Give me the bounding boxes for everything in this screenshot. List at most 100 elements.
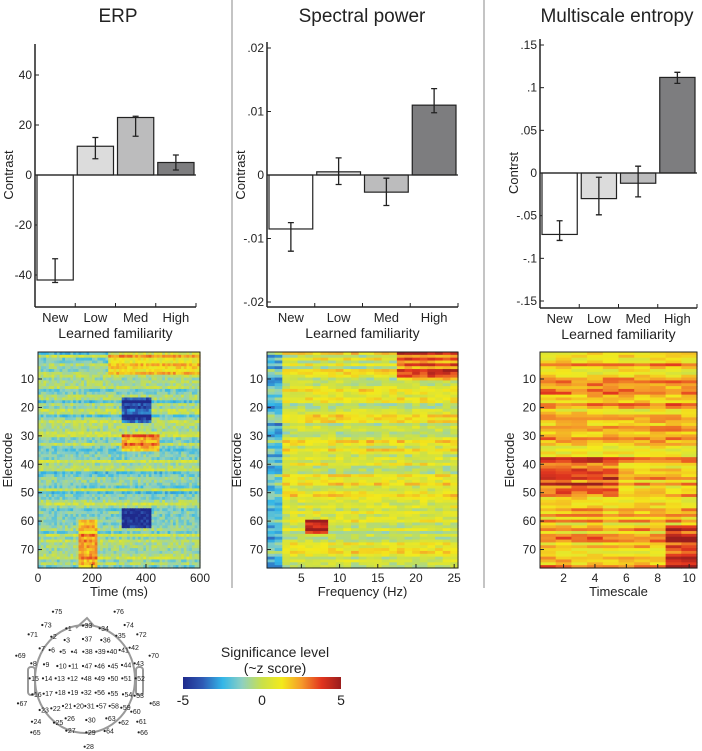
heatmap-cell (135, 542, 139, 546)
heatmap-cell (132, 531, 136, 535)
heatmap-cell (73, 417, 77, 421)
heatmap-cell (38, 354, 42, 359)
heatmap-cell (197, 448, 201, 453)
heatmap-cell (175, 420, 179, 424)
heatmap-cell (81, 408, 85, 413)
heatmap-cell (129, 371, 134, 376)
heatmap-cell (164, 482, 169, 487)
heatmap-cell (159, 531, 163, 535)
heatmap-cell (108, 525, 112, 529)
heatmap-cell (148, 491, 152, 495)
heatmap-cell (183, 360, 188, 364)
heatmap-cell (86, 460, 90, 464)
heatmap-cell (189, 542, 193, 546)
heatmap-cell (178, 431, 182, 436)
heatmap-cell (121, 528, 125, 532)
heatmap-cell (56, 451, 61, 455)
heatmap-cell (116, 539, 120, 544)
heatmap-cell (167, 403, 171, 407)
heatmap-cell (159, 425, 163, 430)
heatmap-cell (140, 431, 144, 436)
heatmap-cell (191, 400, 196, 404)
heatmap-cell (170, 448, 174, 453)
heatmap-cell (46, 454, 50, 458)
heatmap-cell (135, 400, 139, 404)
heatmap-cell (148, 479, 152, 484)
heatmap-cell (146, 542, 150, 546)
heatmap-cell (143, 374, 147, 379)
heatmap-cell (197, 371, 201, 376)
heatmap-cell (178, 414, 182, 418)
heatmap-cell (412, 383, 421, 387)
heatmap-cell (59, 485, 63, 490)
heatmap-cell (148, 431, 152, 436)
heatmap-cell (135, 474, 139, 478)
heatmap-cell (83, 420, 88, 424)
heatmap-cell (54, 448, 58, 453)
heatmap-cell (167, 468, 171, 472)
heatmap-cell (189, 525, 193, 529)
heatmap-cell (46, 494, 50, 498)
heatmap-cell (170, 519, 174, 524)
heatmap-cell (358, 383, 367, 387)
heatmap-cell (67, 428, 71, 433)
heatmap-cell (56, 377, 61, 382)
heatmap-cell (181, 556, 185, 561)
heatmap-cell (170, 562, 174, 566)
heatmap-cell (51, 511, 55, 515)
heatmap-cell (73, 377, 77, 382)
heatmap-cell (175, 488, 179, 492)
heatmap-cell (70, 374, 74, 379)
heatmap-cell (121, 491, 125, 495)
heatmap-cell (154, 556, 158, 561)
heatmap-cell (59, 388, 63, 393)
heatmap-cell (146, 374, 150, 379)
heatmap-cell (51, 454, 55, 458)
heatmap-cell (65, 502, 69, 507)
heatmap-cell (38, 468, 42, 472)
heatmap-cell (40, 536, 44, 541)
heatmap-cell (89, 428, 93, 433)
heatmap-cell (127, 477, 131, 481)
heatmap-cell (113, 545, 117, 549)
heatmap-cell (83, 377, 88, 382)
heatmap-cell (175, 536, 179, 541)
heatmap-cell (137, 371, 142, 376)
heatmap-cell (56, 531, 61, 535)
heatmap-cell (389, 383, 398, 387)
heatmap-cell (143, 400, 147, 404)
heatmap-cell (419, 360, 429, 364)
heatmap-cell (148, 454, 152, 458)
heatmap-cell (59, 431, 63, 436)
heatmap-cell (389, 380, 398, 384)
heatmap-cell (51, 383, 55, 387)
heatmap-cell (282, 386, 291, 390)
heatmap-cell (46, 425, 50, 430)
heatmap-cell (129, 451, 134, 455)
x-axis-label: Learned familiarity (561, 326, 675, 342)
heatmap-cell (135, 423, 139, 427)
heatmap-cell (164, 494, 169, 498)
error-bar (132, 115, 139, 137)
heatmap-cell (48, 465, 53, 470)
heatmap-cell (173, 522, 177, 526)
heatmap-cell (156, 388, 161, 393)
heatmap-cell (148, 511, 152, 515)
heatmap-cell (51, 471, 55, 475)
heatmap-cell (97, 559, 101, 563)
heatmap-cell (86, 519, 90, 524)
heatmap-cell (282, 354, 291, 359)
heatmap-cell (189, 457, 193, 461)
heatmap-cell (312, 374, 322, 379)
heatmap-cell (173, 479, 177, 484)
heatmap-cell (183, 457, 188, 461)
heatmap-cell (51, 423, 55, 427)
heatmap-cell (43, 522, 47, 526)
heatmap-cell (191, 491, 196, 495)
heatmap-cell (105, 548, 109, 552)
heatmap-cell (56, 460, 61, 464)
heatmap-cell (178, 400, 182, 404)
heatmap-cell (312, 380, 322, 384)
heatmap-cell (132, 414, 136, 418)
heatmap-cell (89, 437, 93, 441)
